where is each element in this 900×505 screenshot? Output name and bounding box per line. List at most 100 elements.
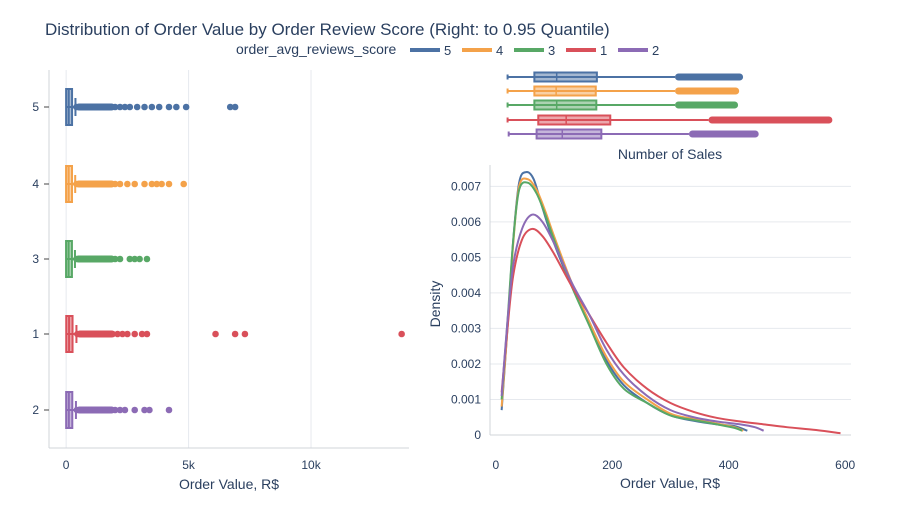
density-x-tick-label: 200	[602, 458, 622, 472]
density-y-tick-label: 0.006	[451, 215, 481, 229]
left-box-panel: 0 5k 10k 5 4 3 1 2 Order Value, R$	[32, 70, 409, 492]
left-outlier-point	[131, 255, 139, 263]
top-right-box-panel: Number of Sales	[506, 71, 833, 162]
left-outlier-point	[111, 406, 119, 414]
top-outlier-band	[675, 101, 739, 109]
legend: order_avg_reviews_score 5 4 3 1 2	[236, 41, 659, 58]
density-line-1	[500, 227, 841, 435]
top-box-5	[506, 71, 744, 83]
left-outlier-point	[87, 406, 94, 414]
top-box-body	[533, 99, 598, 111]
left-outlier-point	[114, 330, 121, 338]
top-box-3	[506, 99, 739, 111]
left-outlier-point	[92, 103, 99, 111]
left-outlier-point	[92, 255, 99, 263]
left-outlier-point	[146, 406, 153, 414]
top-box-body	[535, 128, 603, 140]
top-right-panel-title: Number of Sales	[618, 146, 722, 162]
left-outlier-point	[155, 103, 163, 111]
left-outlier-point	[148, 180, 156, 188]
legend-label-5[interactable]: 5	[444, 43, 451, 58]
left-outlier-point	[84, 330, 92, 338]
left-box-1	[65, 315, 405, 353]
left-outlier-point	[111, 255, 119, 263]
density-y-tick-label: 0.002	[451, 357, 481, 371]
left-outlier-point	[226, 103, 234, 111]
left-outlier-point	[141, 180, 148, 188]
top-outlier-band	[688, 130, 759, 138]
left-y-tick-label: 2	[32, 403, 39, 417]
top-box-4	[506, 85, 740, 97]
legend-label-1[interactable]: 1	[600, 43, 607, 58]
density-x-axis-label: Order Value, R$	[620, 475, 720, 491]
left-outlier-point	[124, 180, 131, 188]
density-line-2	[500, 213, 765, 432]
left-outlier-point	[87, 103, 94, 111]
density-line-3	[500, 181, 743, 432]
legend-label-4[interactable]: 4	[496, 43, 503, 58]
left-outlier-point	[126, 103, 134, 111]
left-outlier-point	[121, 103, 129, 111]
left-outlier-point	[106, 180, 114, 188]
left-outlier-point	[106, 255, 114, 263]
left-outlier-point	[102, 180, 109, 188]
left-outlier-point	[148, 103, 156, 111]
left-box-2	[65, 391, 173, 429]
left-outlier-point	[82, 103, 90, 111]
density-x-tick-label: 400	[719, 458, 739, 472]
left-outlier-point	[87, 255, 94, 263]
left-outlier-point	[119, 330, 126, 338]
left-outlier-point	[212, 330, 219, 338]
left-outlier-point	[153, 180, 161, 188]
left-outlier-point	[131, 406, 139, 414]
left-outlier-point	[106, 406, 114, 414]
left-outlier-point	[116, 406, 124, 414]
left-outlier-point	[165, 180, 173, 188]
left-outlier-point	[180, 180, 187, 188]
left-outlier-point	[79, 330, 87, 338]
left-x-tick-label: 10k	[301, 458, 321, 472]
top-box-1	[506, 114, 833, 126]
density-panel: 0 200 400 600 0 0.001 0.002 0.003 0.004 0.005 0.0…	[427, 165, 856, 491]
left-outlier-point	[143, 330, 151, 338]
density-x-tick-label: 0	[492, 458, 499, 472]
left-outlier-point	[102, 103, 109, 111]
left-outlier-point	[173, 103, 180, 111]
left-outlier-point	[111, 103, 119, 111]
top-outlier-band	[675, 73, 744, 81]
left-outlier-point	[126, 255, 134, 263]
legend-title: order_avg_reviews_score	[236, 41, 397, 57]
left-outlier-point	[92, 180, 99, 188]
left-outlier-point	[102, 255, 109, 263]
left-outlier-point	[143, 255, 151, 263]
left-outlier-point	[116, 255, 124, 263]
left-outlier-point	[116, 180, 124, 188]
left-outlier-point	[97, 406, 104, 414]
left-outlier-point	[165, 103, 173, 111]
density-y-axis-label: Density	[427, 281, 443, 328]
left-outlier-point	[158, 180, 165, 188]
left-y-tick-label: 4	[32, 177, 39, 191]
left-outlier-point	[104, 330, 112, 338]
left-y-tick-label: 1	[32, 327, 39, 341]
left-outlier-point	[131, 330, 139, 338]
top-box-body	[533, 85, 597, 97]
left-outlier-point	[99, 330, 107, 338]
left-outlier-point	[87, 180, 94, 188]
left-outlier-point	[131, 180, 139, 188]
left-outlier-point	[141, 103, 148, 111]
left-outlier-point	[92, 406, 99, 414]
left-box-3	[65, 240, 151, 278]
left-outlier-point	[121, 406, 129, 414]
left-outlier-point	[231, 103, 239, 111]
top-outlier-band	[708, 116, 833, 124]
density-y-tick-label: 0.005	[451, 250, 481, 264]
left-outlier-point	[165, 406, 173, 414]
chart-title: Distribution of Order Value by Order Rev…	[45, 20, 610, 39]
legend-label-2[interactable]: 2	[652, 43, 659, 58]
left-outlier-point	[97, 103, 104, 111]
left-outlier-point	[138, 330, 146, 338]
left-outlier-point	[89, 330, 97, 338]
legend-label-3[interactable]: 3	[548, 43, 555, 58]
top-box-body	[533, 71, 598, 83]
